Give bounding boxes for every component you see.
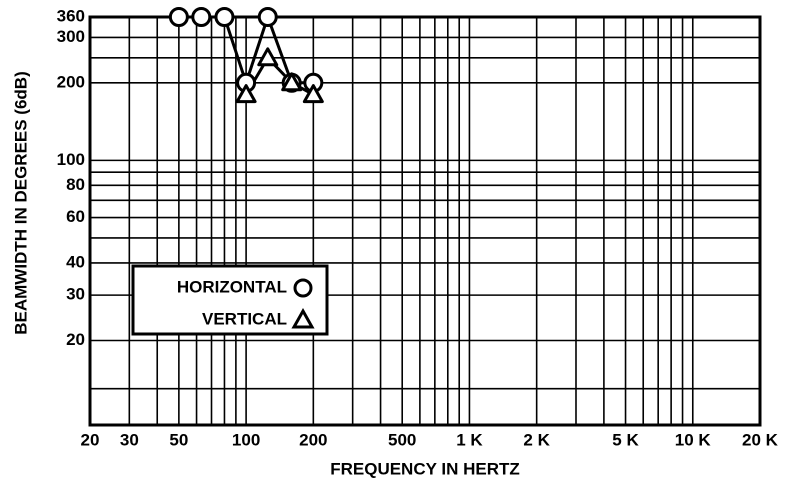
point bbox=[168, 7, 189, 27]
point bbox=[281, 72, 303, 92]
y-tick-label: 200 bbox=[57, 72, 85, 91]
legend-box bbox=[131, 264, 329, 336]
y-tick-label: 100 bbox=[57, 150, 85, 169]
y-axis-label: BEAMWIDTH IN DEGREES (6dB) bbox=[11, 71, 30, 335]
y-tick-label: 300 bbox=[57, 27, 85, 46]
y-tick-label: 80 bbox=[66, 175, 85, 194]
point bbox=[302, 84, 324, 104]
point bbox=[235, 84, 257, 104]
series-line bbox=[244, 55, 315, 96]
y-tick-label: 30 bbox=[66, 285, 85, 304]
x-tick-label: 100 bbox=[232, 430, 260, 449]
x-tick-label: 1 K bbox=[456, 430, 483, 449]
x-tick-label: 20 K bbox=[742, 430, 779, 449]
y-tick-label: 40 bbox=[66, 252, 85, 271]
legend-label: VERTICAL bbox=[202, 309, 287, 328]
legend-marker bbox=[293, 278, 313, 298]
x-tick-label: 200 bbox=[299, 430, 327, 449]
x-tick-label: 30 bbox=[120, 430, 139, 449]
y-tick-label: 60 bbox=[66, 207, 85, 226]
legend-label: HORIZONTAL bbox=[177, 277, 287, 296]
point bbox=[191, 7, 212, 27]
y-tick-label: 360 bbox=[57, 6, 85, 25]
plot-frame bbox=[88, 15, 762, 427]
point bbox=[214, 7, 235, 27]
x-tick-label: 5 K bbox=[612, 430, 639, 449]
x-axis-label: FREQUENCY IN HERTZ bbox=[330, 459, 520, 478]
legend-marker bbox=[291, 307, 315, 329]
point bbox=[257, 7, 278, 27]
x-tick-label: 50 bbox=[169, 430, 188, 449]
point bbox=[257, 47, 279, 67]
y-tick-label: 20 bbox=[66, 330, 85, 349]
x-tick-label: 500 bbox=[388, 430, 416, 449]
x-tick-label: 20 bbox=[81, 430, 100, 449]
x-tick-label: 2 K bbox=[523, 430, 550, 449]
x-tick-label: 10 K bbox=[675, 430, 712, 449]
